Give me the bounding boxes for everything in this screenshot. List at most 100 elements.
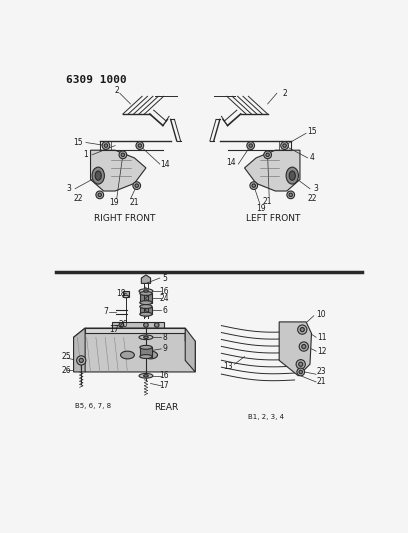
Text: B1, 2, 3, 4: B1, 2, 3, 4 <box>248 414 284 421</box>
Polygon shape <box>279 322 312 376</box>
Polygon shape <box>185 328 195 372</box>
Text: 10: 10 <box>316 310 326 319</box>
Circle shape <box>299 370 302 374</box>
Text: 3: 3 <box>67 184 71 193</box>
Circle shape <box>155 322 159 327</box>
Circle shape <box>144 322 148 327</box>
Text: 4: 4 <box>310 154 315 163</box>
Circle shape <box>138 144 142 147</box>
Text: RIGHT FRONT: RIGHT FRONT <box>93 214 155 223</box>
Text: 18: 18 <box>117 289 126 298</box>
Polygon shape <box>123 291 129 296</box>
Ellipse shape <box>139 335 153 340</box>
Circle shape <box>119 322 124 327</box>
Text: 21: 21 <box>263 197 273 206</box>
Circle shape <box>102 142 110 149</box>
Ellipse shape <box>140 292 152 295</box>
Ellipse shape <box>92 167 104 184</box>
Text: 14: 14 <box>160 159 170 168</box>
Circle shape <box>135 184 138 188</box>
Ellipse shape <box>140 354 152 359</box>
Circle shape <box>281 142 288 149</box>
Polygon shape <box>141 275 151 284</box>
Circle shape <box>283 144 286 147</box>
Ellipse shape <box>140 312 152 316</box>
Text: 6309 1000: 6309 1000 <box>66 75 126 85</box>
Text: 14: 14 <box>226 158 235 167</box>
Text: 16: 16 <box>160 372 169 381</box>
Text: 20: 20 <box>119 320 129 329</box>
Circle shape <box>264 151 271 159</box>
Text: 13: 13 <box>224 362 233 371</box>
Ellipse shape <box>144 336 148 338</box>
Ellipse shape <box>123 295 129 297</box>
Ellipse shape <box>140 304 152 309</box>
Polygon shape <box>140 306 152 314</box>
Text: 19: 19 <box>109 198 118 207</box>
Text: 16: 16 <box>160 287 169 296</box>
Circle shape <box>98 193 102 197</box>
Text: 15: 15 <box>73 138 83 147</box>
Ellipse shape <box>289 171 295 180</box>
Polygon shape <box>85 328 185 334</box>
Circle shape <box>298 325 307 334</box>
Ellipse shape <box>144 375 148 377</box>
Polygon shape <box>73 328 85 372</box>
Circle shape <box>302 344 306 349</box>
Ellipse shape <box>95 171 101 180</box>
Ellipse shape <box>139 374 153 378</box>
Text: 26: 26 <box>61 366 71 375</box>
Ellipse shape <box>120 351 134 359</box>
Circle shape <box>247 142 255 149</box>
Ellipse shape <box>144 351 157 359</box>
Polygon shape <box>140 294 152 303</box>
Text: 2: 2 <box>282 88 287 98</box>
Circle shape <box>296 360 305 369</box>
Circle shape <box>104 144 108 147</box>
Text: 22: 22 <box>73 194 83 203</box>
Text: 8: 8 <box>162 333 167 342</box>
Text: LEFT FRONT: LEFT FRONT <box>246 214 300 223</box>
Polygon shape <box>73 328 195 372</box>
Text: 21: 21 <box>130 198 139 207</box>
Text: 7: 7 <box>104 308 109 317</box>
Text: 9: 9 <box>162 344 167 353</box>
Polygon shape <box>112 322 164 328</box>
Polygon shape <box>140 348 152 357</box>
Text: 19: 19 <box>257 204 266 213</box>
Text: 22: 22 <box>308 194 317 203</box>
Text: 24: 24 <box>160 294 169 303</box>
Circle shape <box>299 362 303 366</box>
Text: 6: 6 <box>162 306 167 315</box>
Text: 23: 23 <box>317 367 326 376</box>
Circle shape <box>119 151 127 159</box>
Circle shape <box>300 328 304 332</box>
Ellipse shape <box>140 345 152 349</box>
Circle shape <box>79 358 83 362</box>
Circle shape <box>133 182 141 189</box>
Text: 1: 1 <box>84 150 88 159</box>
Text: 25: 25 <box>61 352 71 361</box>
Ellipse shape <box>139 289 153 294</box>
Text: 12: 12 <box>317 346 326 356</box>
Text: 11: 11 <box>317 333 326 342</box>
Circle shape <box>287 191 295 199</box>
Ellipse shape <box>286 167 298 184</box>
Text: REAR: REAR <box>155 403 179 412</box>
Ellipse shape <box>144 290 148 292</box>
Circle shape <box>250 182 257 189</box>
Text: B5, 6, 7, 8: B5, 6, 7, 8 <box>75 403 111 409</box>
Circle shape <box>77 356 86 365</box>
Polygon shape <box>91 150 146 191</box>
Text: 3: 3 <box>313 184 318 193</box>
Circle shape <box>289 193 293 197</box>
Text: 21: 21 <box>317 377 326 386</box>
Circle shape <box>136 142 144 149</box>
Ellipse shape <box>140 301 152 304</box>
Text: 17: 17 <box>160 381 169 390</box>
Circle shape <box>121 153 124 157</box>
Polygon shape <box>244 150 300 191</box>
Circle shape <box>252 184 255 188</box>
Circle shape <box>297 368 305 376</box>
Text: 5: 5 <box>162 273 167 282</box>
